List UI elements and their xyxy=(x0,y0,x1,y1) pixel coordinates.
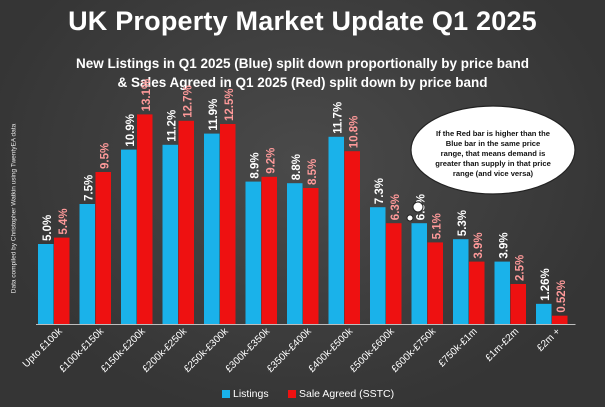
x-axis-layer: Upto £100k£100k-£150k£150k-£200k£200k-£2… xyxy=(21,324,576,375)
sales-bar-8 xyxy=(386,223,402,324)
legend-label-listings: Listings xyxy=(233,388,269,400)
listings-bar-11 xyxy=(494,261,510,324)
legend-swatch-sales xyxy=(288,390,296,398)
sales-bar-4 xyxy=(220,124,236,324)
listings-value-label-0: 5.0% xyxy=(42,215,54,241)
listings-bar-1 xyxy=(79,204,95,324)
listings-value-label-6: 8.8% xyxy=(291,154,303,180)
sales-value-label-10: 3.9% xyxy=(473,232,485,258)
chart-subtitle-line-1: New Listings in Q1 2025 (Blue) split dow… xyxy=(75,56,530,71)
listings-bar-6 xyxy=(287,183,303,324)
listings-value-label-3: 11.2% xyxy=(166,110,178,142)
sales-bar-9 xyxy=(427,242,443,324)
sales-value-label-2: 13.1% xyxy=(141,79,153,112)
callout-text: If the Red bar is higher than the Blue b… xyxy=(435,129,551,178)
listings-bar-3 xyxy=(162,144,178,324)
listings-bar-10 xyxy=(453,239,469,324)
sales-bar-7 xyxy=(344,151,360,324)
listings-bar-8 xyxy=(370,207,386,324)
listings-value-label-8: 7.3% xyxy=(374,178,386,204)
listings-bar-12 xyxy=(536,303,552,324)
sales-value-label-5: 9.2% xyxy=(265,148,277,174)
sales-value-label-7: 10.8% xyxy=(348,116,360,149)
listings-bar-2 xyxy=(121,149,137,324)
listings-bar-7 xyxy=(328,136,344,324)
callout-cloud-body xyxy=(410,105,576,195)
legend-label-sales: Sale Agreed (SSTC) xyxy=(299,388,394,400)
sales-bar-6 xyxy=(303,188,319,324)
x-tick-label-12: £2m + xyxy=(535,326,563,354)
sales-value-label-8: 6.3% xyxy=(390,194,402,220)
x-tick-label-11: £1m-£2m xyxy=(484,326,522,364)
sales-bar-0 xyxy=(54,237,70,324)
callout-text-box: If the Red bar is higher than the Blue b… xyxy=(418,112,568,196)
sales-value-label-1: 9.5% xyxy=(99,143,111,169)
value-labels-layer: 5.0% 5.4% 7.5% 9.5% 10.9% 13.1% 11.2% 12.7% 11.9… xyxy=(42,79,568,313)
sales-value-label-4: 12.5% xyxy=(224,88,236,121)
listings-value-label-4: 11.9% xyxy=(208,99,220,131)
legend-swatch-listings xyxy=(222,390,230,398)
listings-value-label-10: 5.3% xyxy=(457,210,469,236)
listings-bar-0 xyxy=(38,244,54,324)
x-tick-label-10: £750k-£1m xyxy=(437,326,480,369)
callout-bubble-large xyxy=(412,201,424,213)
sales-bar-10 xyxy=(469,261,485,324)
listings-value-label-1: 7.5% xyxy=(83,175,95,201)
callout-cloud xyxy=(406,105,576,222)
sales-value-label-3: 12.7% xyxy=(182,85,194,118)
listings-value-label-5: 8.9% xyxy=(249,152,261,178)
listings-value-label-11: 3.9% xyxy=(498,232,510,258)
legend: Listings Sale Agreed (SSTC) xyxy=(222,388,394,400)
sales-bar-1 xyxy=(95,172,111,324)
sales-bar-3 xyxy=(178,120,194,324)
listings-value-label-12: 1.26% xyxy=(540,268,552,301)
sales-value-label-6: 8.5% xyxy=(307,159,319,185)
sales-bar-11 xyxy=(510,284,526,324)
chart-subtitle-line-2: & Sales Agreed in Q1 2025 (Red) split do… xyxy=(117,75,488,90)
callout-bubble-small xyxy=(406,214,414,222)
sales-value-label-0: 5.4% xyxy=(58,208,70,234)
listings-value-label-7: 11.7% xyxy=(332,102,344,134)
listings-bar-4 xyxy=(204,133,220,324)
sales-bar-2 xyxy=(137,114,153,325)
x-tick-label-0: Upto £100k xyxy=(21,326,66,371)
sales-value-label-11: 2.5% xyxy=(514,255,526,281)
chart-title: UK Property Market Update Q1 2025 xyxy=(68,6,537,36)
listings-bar-5 xyxy=(245,181,261,324)
sales-value-label-12: 0.52% xyxy=(556,280,568,313)
sales-value-label-9: 5.1% xyxy=(431,213,443,239)
bars-layer xyxy=(38,114,568,325)
listings-value-label-2: 10.9% xyxy=(125,114,137,147)
x-tick-label-9: £600k-£750k xyxy=(390,326,439,375)
sales-bar-5 xyxy=(261,176,277,324)
listings-bar-9 xyxy=(411,223,427,324)
sales-bar-12 xyxy=(552,315,568,324)
